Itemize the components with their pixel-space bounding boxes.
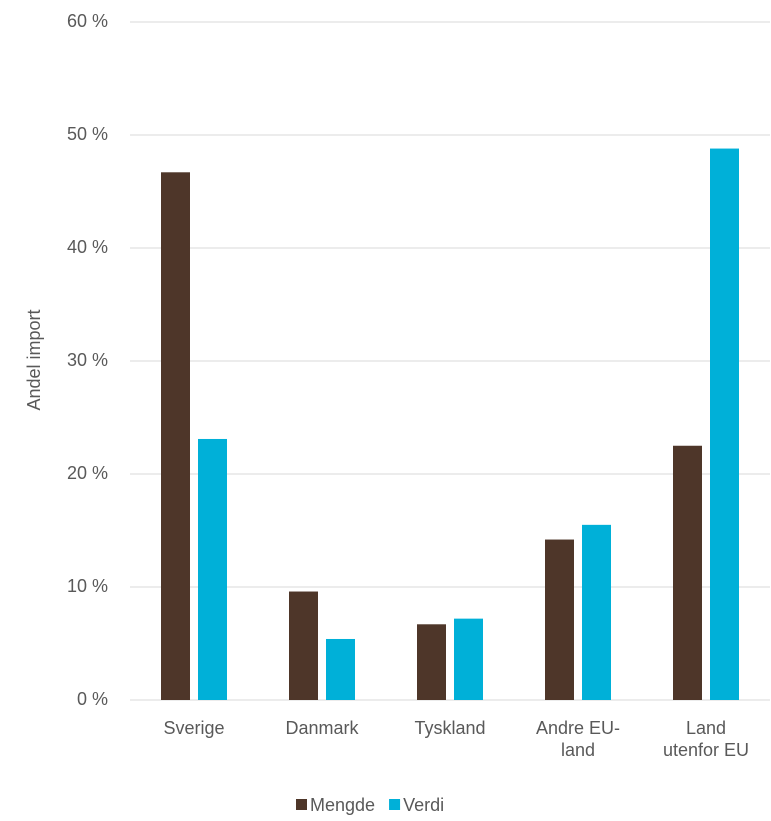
y-tick-label: 50 % (67, 124, 108, 144)
legend-swatch (389, 799, 401, 810)
x-tick-label: Sverige (163, 718, 225, 738)
y-tick-label: 10 % (67, 576, 108, 596)
x-tick-label: Danmark (285, 718, 359, 738)
x-tick-label: Andre EU-land (535, 718, 621, 760)
bar (454, 618, 483, 700)
bar (673, 445, 702, 700)
bar (198, 438, 227, 700)
x-tick-label: Tyskland (414, 718, 486, 738)
y-tick-label: 30 % (67, 350, 108, 370)
legend-swatch (296, 799, 307, 810)
legend-label: Mengde (310, 795, 375, 815)
x-tick-label: Land utenfor EU (662, 718, 750, 760)
bar (417, 624, 446, 700)
bar (710, 148, 739, 700)
y-tick-label: 20 % (67, 463, 108, 483)
bar (161, 172, 190, 701)
bar (289, 591, 318, 700)
y-tick-label: 0 % (77, 689, 108, 709)
bar (545, 539, 574, 700)
y-tick-label: 40 % (67, 237, 108, 257)
y-tick-label: 60 % (67, 11, 108, 31)
legend-label: Verdi (403, 795, 444, 815)
bar (582, 524, 611, 700)
y-axis-label: Andel import (24, 309, 44, 410)
bar (326, 638, 355, 700)
